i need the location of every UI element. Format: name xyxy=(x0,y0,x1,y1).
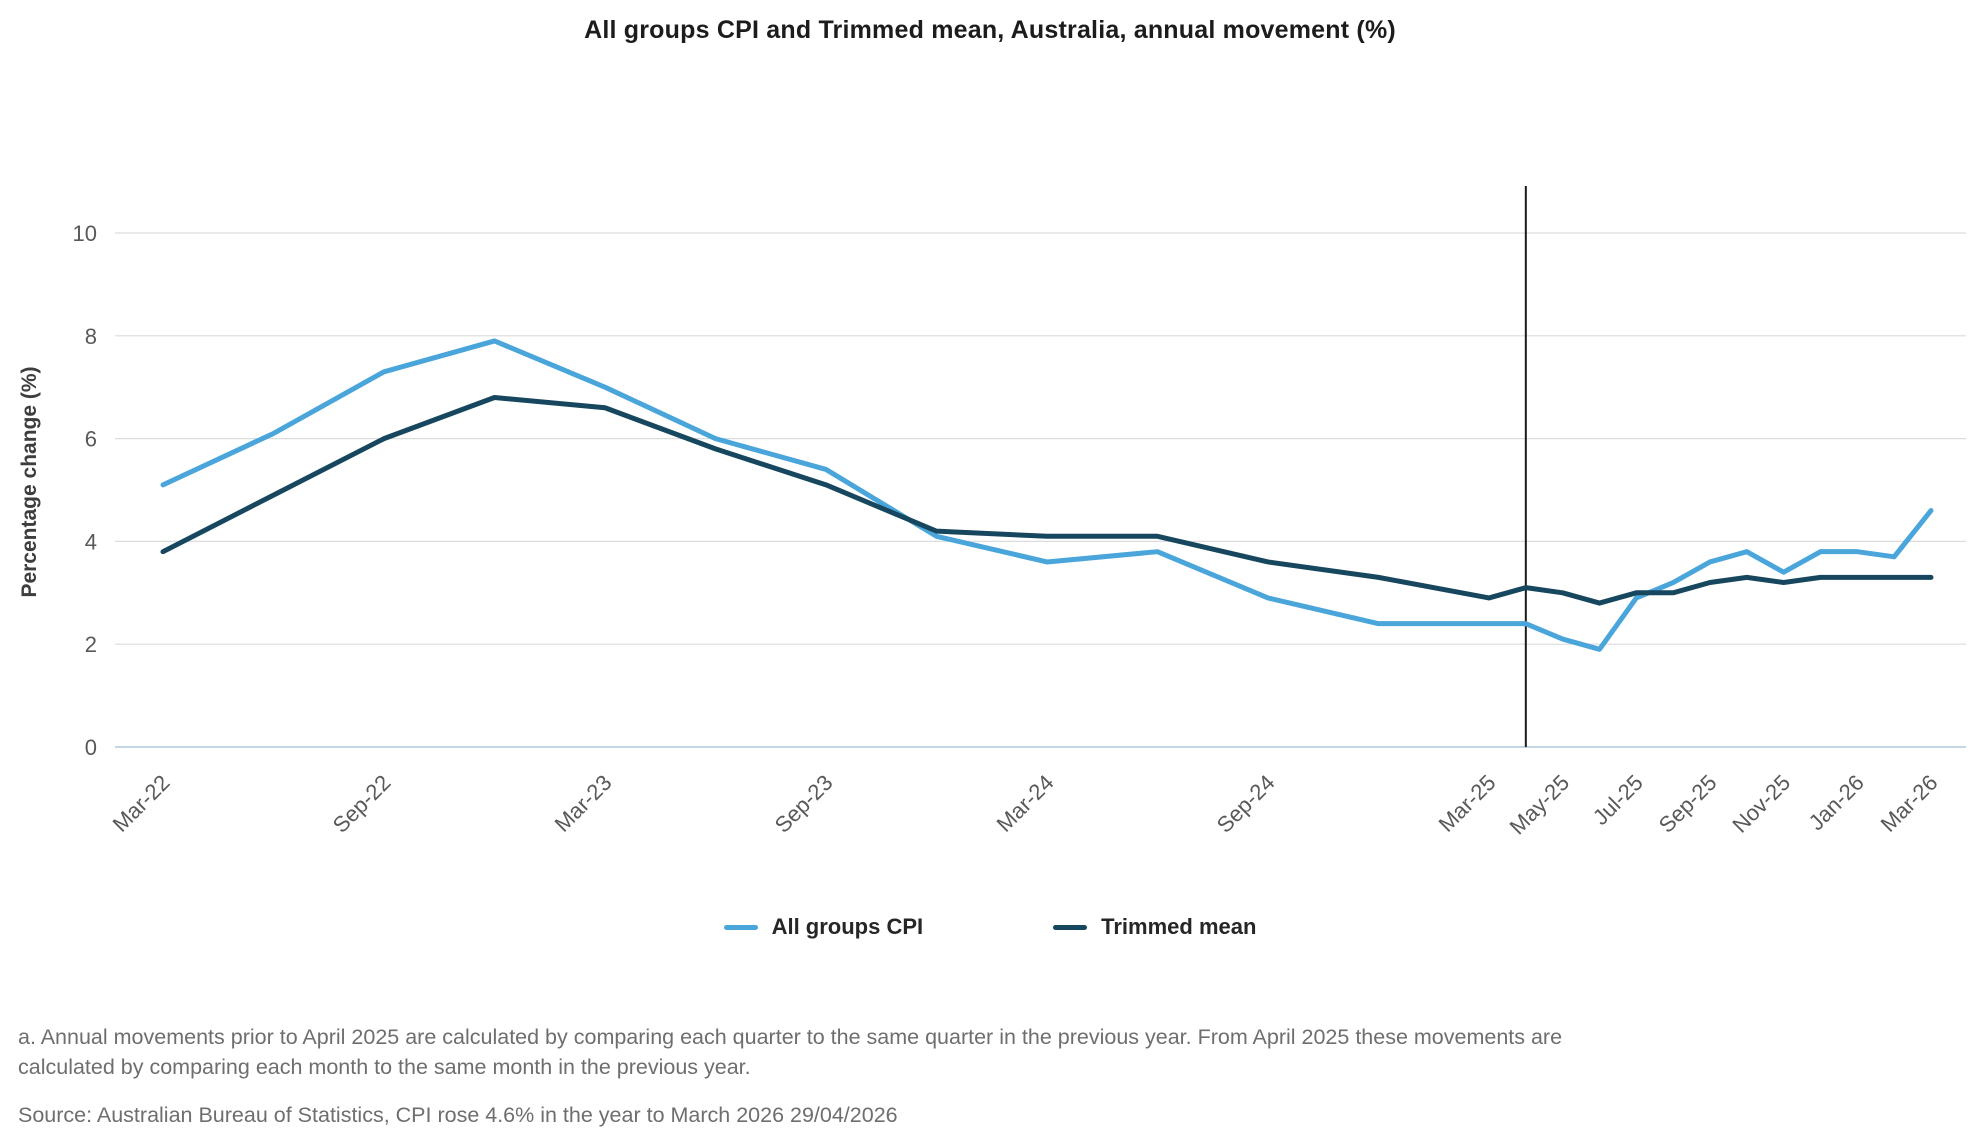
x-tick-label: Jul-25 xyxy=(1588,770,1648,830)
x-tick-label: Sep-23 xyxy=(770,770,838,838)
all-groups-cpi-line xyxy=(160,338,1934,652)
x-tick-label: Jan-26 xyxy=(1804,770,1869,835)
source-attribution: Source: Australian Bureau of Statistics,… xyxy=(18,1103,898,1127)
x-tick-label: Sep-25 xyxy=(1654,770,1722,838)
footnote-a: a. Annual movements prior to April 2025 … xyxy=(18,1022,1918,1082)
chart-title: All groups CPI and Trimmed mean, Austral… xyxy=(584,16,1396,44)
y-tick-label: 0 xyxy=(85,735,97,760)
x-tick-label: Sep-24 xyxy=(1212,770,1280,838)
x-tick-label: Mar-25 xyxy=(1434,770,1501,837)
y-tick-label: 8 xyxy=(85,324,97,349)
x-tick-label: Sep-22 xyxy=(328,770,396,838)
footnote-a-line2: calculated by comparing each month to th… xyxy=(18,1055,751,1079)
footnote-a-line1: a. Annual movements prior to April 2025 … xyxy=(18,1025,1563,1049)
trimmed-mean-line-swatch-icon xyxy=(1053,924,1088,930)
y-tick-label: 4 xyxy=(85,529,97,554)
x-tick-label: Nov-25 xyxy=(1727,770,1795,838)
legend-label: Trimmed mean xyxy=(1101,914,1257,939)
cpi-line-swatch-icon xyxy=(723,924,758,930)
line-chart: 0 2 4 6 8 10 Mar-22 Sep-22 Mar-23 Sep-23 Mar-24 Sep… xyxy=(73,186,1966,840)
legend-item-trimmed-mean: Trimmed mean xyxy=(1053,914,1256,940)
x-tick-label: Mar-26 xyxy=(1876,770,1943,837)
legend-label: All groups CPI xyxy=(771,914,924,939)
y-tick-label: 2 xyxy=(85,632,97,657)
x-tick-label: Mar-24 xyxy=(992,770,1059,837)
x-tick-label: Mar-23 xyxy=(550,770,617,837)
y-tick-label: 6 xyxy=(85,427,97,452)
y-axis-title: Percentage change (%) xyxy=(18,366,41,598)
legend: All groups CPI Trimmed mean xyxy=(0,914,1980,940)
legend-item-all-groups-cpi: All groups CPI xyxy=(723,914,924,940)
x-tick-label: Mar-22 xyxy=(108,770,175,837)
x-tick-label: May-25 xyxy=(1505,770,1575,840)
trimmed-mean-line xyxy=(160,394,1934,606)
y-tick-label: 10 xyxy=(73,221,97,246)
